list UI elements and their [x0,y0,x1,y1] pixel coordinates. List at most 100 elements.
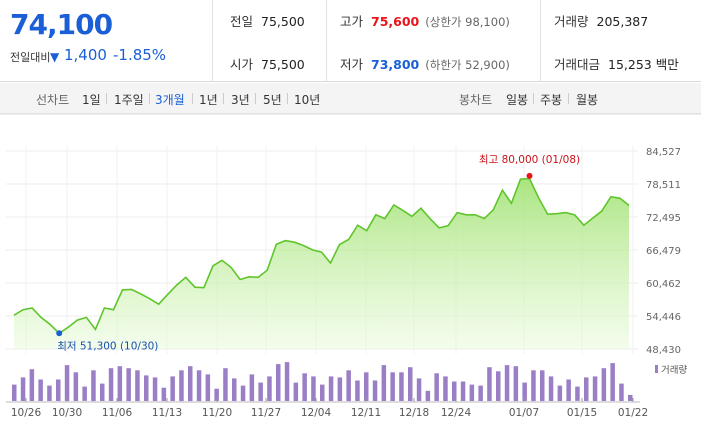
volume-bar [504,365,510,401]
volume-bar [135,370,140,402]
separator [149,93,150,104]
volume-bar [29,369,35,401]
volume-bar [434,373,439,401]
current-price: 74,100 [10,8,113,41]
volume-bar [399,372,404,401]
volume-bar [108,368,114,401]
stat-value: 205,387 [596,14,649,29]
volume-bar [601,368,607,401]
volume-bar [575,386,580,401]
high-label: 최고 80,000 (01/08) [479,154,580,166]
period-1y[interactable]: 1년 [199,93,218,107]
x-tick-label: 12/24 [441,407,472,419]
period-3y[interactable]: 3년 [231,93,250,107]
candle-monthly[interactable]: 월봉 [576,93,599,107]
volume-bar [276,364,281,401]
volume-bar [188,366,193,402]
volume-bar [126,368,131,401]
separator [568,93,569,104]
volume-bar [531,370,536,402]
period-3m[interactable]: 3개월 [155,93,185,107]
volume-bar [584,377,589,401]
volume-bar [372,380,378,401]
period-10y[interactable]: 10년 [294,93,321,107]
volume-bar [320,384,325,401]
y-tick-label: 60,462 [646,279,681,290]
quote-panel: 74,100 전일대비 ▼ 1,400 -1.85% 전일 75,500 시가 75… [0,0,701,82]
volume-bar [196,370,202,402]
volume-bar [452,381,457,401]
volume-bar [487,367,492,401]
y-tick-label: 72,495 [646,213,681,224]
volume-bar [381,365,387,401]
volume-bar [82,386,87,401]
volume-bar [161,387,167,401]
change-percent: -1.85% [113,46,167,64]
stat-label: 시가 [230,57,254,72]
stat-open: 시가 75,500 [230,54,305,73]
candle-weekly[interactable]: 주봉 [540,93,563,107]
volume-bar [346,370,351,402]
x-tick-label: 12/18 [399,407,429,419]
volume-bar [38,379,43,401]
stat-amount: 거래대금 15,253 백만 [554,54,679,73]
lower-limit: (하한가 52,900) [425,58,510,72]
y-tick-label: 66,479 [646,246,681,257]
volume-bar [12,384,17,401]
separator [287,93,288,104]
volume-legend-swatch [655,365,658,373]
volume-bar [293,382,299,401]
x-tick-label: 01/22 [618,407,648,419]
volume-bar [364,372,369,401]
volume-bar [557,385,563,401]
x-tick-label: 11/13 [152,407,182,419]
volume-bar [619,383,624,401]
volume-bar [249,374,255,402]
volume-bar [416,378,422,401]
volume-bar [592,376,598,401]
stat-label: 고가 [340,14,364,29]
volume-bar [73,372,79,401]
volume-bar [469,384,475,401]
period-1d[interactable]: 1일 [82,93,101,107]
stat-value: 75,600 [371,14,420,29]
period-1w[interactable]: 1주일 [114,93,144,107]
stat-prev-close: 전일 75,500 [230,11,305,30]
volume-bar [170,376,175,401]
volume-bar [548,376,554,401]
volume-bar [214,388,219,401]
volume-bar [258,382,263,401]
volume-bar [566,379,571,401]
period-5y[interactable]: 5년 [263,93,282,107]
x-tick-label: 10/30 [52,407,82,419]
volume-bar [100,383,105,401]
volume-bar [47,385,52,401]
stat-label: 거래량 [554,14,589,29]
stat-value: 73,800 [371,57,420,72]
y-tick-label: 84,527 [646,147,681,158]
candle-daily[interactable]: 일봉 [506,93,529,107]
candle-chart-label: 봉차트 [459,93,493,107]
volume-bar [478,385,483,401]
price-chart: 최고 80,000 (01/08) 최저 51,300 (10/30) 84,52… [0,114,701,419]
separator [255,93,256,104]
chart-toolbar: 선차트 1일 1주일 3개월 1년 3년 5년 10년 봉차트 일봉 주봉 월봉 [0,83,701,114]
x-tick-label: 01/07 [509,407,539,419]
volume-bar [540,370,545,402]
stat-volume: 거래량 205,387 [554,11,648,30]
high-marker [526,172,533,179]
y-tick-label: 54,446 [646,312,681,323]
stat-value: 15,253 백만 [608,57,679,72]
change-value: 1,400 [64,46,107,64]
volume-bar [496,371,501,401]
volume-bar [425,390,431,402]
separator [192,93,193,104]
volume-bar [20,377,26,401]
volume-bar [240,385,246,401]
volume-bar [628,394,633,401]
volume-bar [152,377,158,401]
y-tick-label: 78,511 [646,180,681,191]
y-tick-label: 48,430 [646,345,681,356]
volume-bar [267,376,272,401]
stat-label: 전일 [230,14,254,29]
